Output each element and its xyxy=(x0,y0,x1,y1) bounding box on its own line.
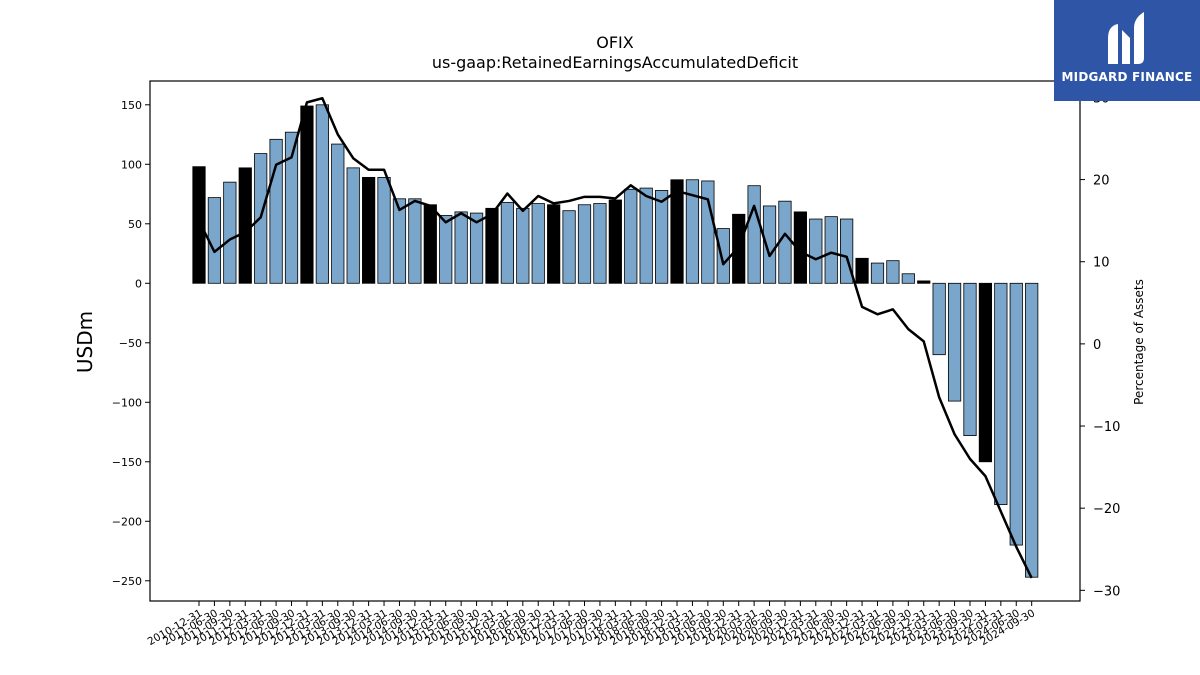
bar-2017-06-30 xyxy=(593,203,607,284)
bar-2021-09-30 xyxy=(855,257,869,284)
bar-2014-06-30 xyxy=(408,198,422,284)
bar-2016-12-31 xyxy=(562,210,576,284)
bar-2020-12-31 xyxy=(809,218,823,284)
bar-2012-09-30 xyxy=(300,105,314,284)
bar-2014-09-30 xyxy=(423,204,437,284)
chart-title: OFIX xyxy=(596,33,634,52)
bar-2022-03-31 xyxy=(886,260,900,284)
bar-2012-12-31 xyxy=(315,104,329,284)
y-axis-label: USDm xyxy=(73,311,97,373)
bar-2013-03-31 xyxy=(331,143,345,284)
bar-2013-06-30 xyxy=(346,167,360,284)
bar-2019-03-31 xyxy=(701,180,715,284)
bar-2011-09-30 xyxy=(238,167,252,284)
y2-tick-label: 20 xyxy=(1093,174,1110,189)
y2-tick-label: 10 xyxy=(1093,256,1110,271)
y2-tick-label: −20 xyxy=(1093,502,1120,517)
y-tick-label: 0 xyxy=(135,277,142,290)
y-tick-label: 150 xyxy=(121,99,142,112)
bar-2013-12-31 xyxy=(377,176,391,284)
bars-group xyxy=(192,104,1039,578)
y2-tick-label: 0 xyxy=(1093,338,1101,353)
logo-text: MIDGARD FINANCE xyxy=(1061,70,1193,84)
bar-2024-06-30 xyxy=(1025,282,1039,578)
y2-tick-label: −30 xyxy=(1093,584,1120,599)
bar-2019-06-30 xyxy=(716,228,730,284)
y-tick-label: −100 xyxy=(112,396,142,409)
bar-2019-12-31 xyxy=(747,185,761,284)
bar-2014-12-31 xyxy=(439,215,453,284)
line-group xyxy=(197,97,1033,579)
bar-2018-03-31 xyxy=(639,187,653,284)
bar-2016-09-30 xyxy=(547,204,561,284)
bar-2021-12-31 xyxy=(870,262,885,284)
bar-2015-09-30 xyxy=(485,207,499,284)
bar-2024-03-31 xyxy=(1009,282,1023,546)
bar-2018-09-30 xyxy=(670,179,684,284)
bar-2018-06-30 xyxy=(655,190,669,284)
bar-2015-06-30 xyxy=(469,212,484,284)
bar-2015-12-31 xyxy=(500,201,515,284)
y2-axis-label: Percentage of Assets xyxy=(1132,279,1146,405)
bar-2023-12-31 xyxy=(994,282,1008,506)
bar-2017-03-31 xyxy=(577,204,592,284)
bar-2020-06-30 xyxy=(778,200,792,284)
bar-2012-06-30 xyxy=(284,131,299,284)
bar-2013-09-30 xyxy=(362,176,376,284)
bar-2015-03-31 xyxy=(454,211,468,284)
y-tick-label: 100 xyxy=(121,158,142,171)
y-tick-label: −200 xyxy=(112,515,142,528)
bar-2020-03-31 xyxy=(762,205,777,284)
pct-assets-line xyxy=(197,97,1033,579)
y-tick-label: −150 xyxy=(112,456,142,469)
axes-group: 150100500−50−100−150−200−2503020100−10−2… xyxy=(112,80,1120,648)
chart-subtitle: us-gaap:RetainedEarningsAccumulatedDefic… xyxy=(432,53,798,72)
y2-tick-label: −10 xyxy=(1093,420,1120,435)
bar-2017-09-30 xyxy=(608,199,622,284)
bar-2022-06-30 xyxy=(901,273,915,284)
bar-2022-09-30 xyxy=(917,280,931,284)
y-tick-label: −50 xyxy=(119,337,142,350)
y-tick-label: −250 xyxy=(112,575,142,588)
bar-2011-06-30 xyxy=(223,181,237,284)
bar-2023-06-30 xyxy=(963,282,977,437)
logo-mark-icon xyxy=(1108,12,1144,64)
bar-2014-03-31 xyxy=(392,198,407,284)
bar-2016-06-30 xyxy=(531,203,545,284)
bar-2010-12-31 xyxy=(192,166,206,284)
y-tick-label: 50 xyxy=(128,218,142,231)
bar-2023-09-30 xyxy=(978,282,993,463)
bar-2012-03-31 xyxy=(269,138,283,284)
bar-2022-12-31 xyxy=(932,282,946,356)
bar-2017-12-31 xyxy=(624,188,638,284)
bar-2021-03-31 xyxy=(824,216,838,284)
bar-2018-12-31 xyxy=(685,179,700,284)
bar-2020-09-30 xyxy=(793,211,807,284)
brand-logo: MIDGARD FINANCE xyxy=(1054,0,1200,101)
bar-2023-03-31 xyxy=(947,282,962,402)
bar-2016-03-31 xyxy=(516,207,530,284)
